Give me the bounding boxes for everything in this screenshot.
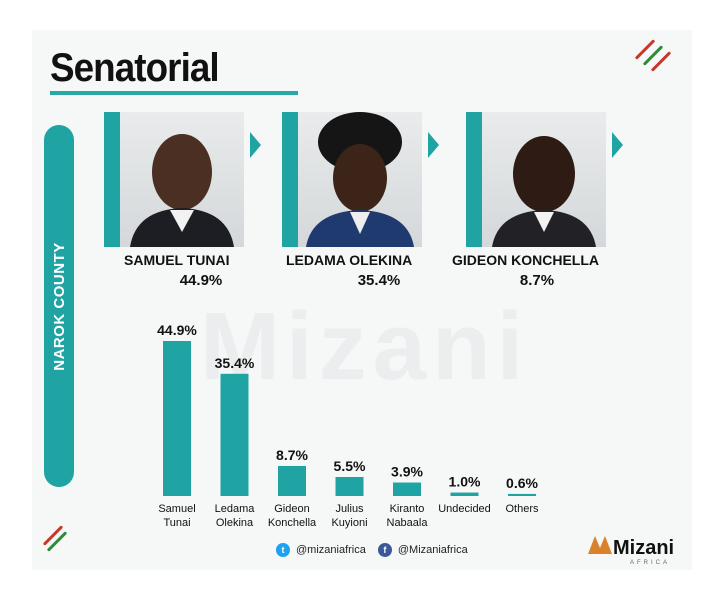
chevron-right-icon	[612, 132, 623, 158]
watermark-logo: Mizani	[200, 293, 530, 400]
candidate-name: GIDEON KONCHELLA	[452, 252, 599, 268]
social-footer: t @mizaniafrica f @Mizaniafrica	[276, 541, 474, 559]
candidate-name: SAMUEL TUNAI	[124, 252, 230, 268]
logo-text: Mizani	[613, 537, 674, 559]
chevron-right-icon	[250, 132, 261, 158]
county-label-wrap: NAROK COUNTY	[44, 125, 74, 487]
candidate-card: SAMUEL TUNAI 44.9%	[104, 112, 274, 297]
twitter-handle[interactable]: @mizaniafrica	[296, 544, 366, 556]
candidate-photo	[482, 112, 606, 247]
mizani-logo: Mizani AFRICA	[586, 528, 686, 573]
candidate-percent: 8.7%	[519, 272, 555, 289]
county-banner	[44, 125, 74, 487]
title-underline	[50, 91, 298, 95]
facebook-handle[interactable]: @Mizaniafrica	[397, 544, 468, 556]
candidate-name: LEDAMA OLEKINA	[286, 252, 413, 268]
page-title: Senatorial	[50, 46, 220, 90]
candidate-card: GIDEON KONCHELLA 8.7%	[452, 112, 636, 297]
candidate-photo	[120, 112, 244, 247]
candidate-percent: 44.9%	[179, 272, 223, 289]
twitter-icon: t	[276, 543, 290, 557]
chevron-right-icon	[428, 132, 439, 158]
facebook-icon: f	[377, 543, 392, 557]
candidate-photo	[298, 112, 422, 247]
county-label: NAROK COUNTY	[50, 241, 68, 371]
candidate-accent-bar	[282, 112, 298, 247]
candidate-accent-bar	[104, 112, 120, 247]
logo-subtext: AFRICA	[630, 560, 670, 566]
candidate-accent-bar	[466, 112, 482, 247]
candidate-percent: 35.4%	[357, 272, 401, 289]
candidate-card: LEDAMA OLEKINA 35.4%	[282, 112, 452, 297]
logo-mark	[588, 536, 612, 554]
